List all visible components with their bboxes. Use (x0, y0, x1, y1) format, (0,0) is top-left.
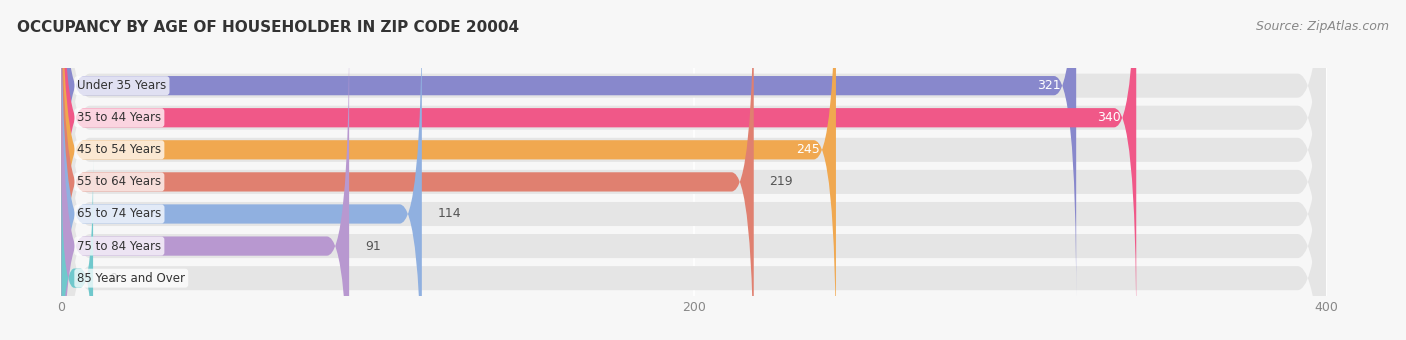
FancyBboxPatch shape (62, 0, 754, 340)
Text: 45 to 54 Years: 45 to 54 Years (77, 143, 162, 156)
FancyBboxPatch shape (62, 0, 1326, 340)
FancyBboxPatch shape (62, 0, 1326, 340)
Text: 35 to 44 Years: 35 to 44 Years (77, 111, 162, 124)
Text: 321: 321 (1036, 79, 1060, 92)
Text: 75 to 84 Years: 75 to 84 Years (77, 240, 162, 253)
Text: 85 Years and Over: 85 Years and Over (77, 272, 186, 285)
FancyBboxPatch shape (62, 0, 1136, 333)
Text: 55 to 64 Years: 55 to 64 Years (77, 175, 162, 188)
FancyBboxPatch shape (62, 31, 349, 340)
FancyBboxPatch shape (62, 0, 422, 340)
Text: 245: 245 (796, 143, 820, 156)
FancyBboxPatch shape (62, 0, 1326, 340)
Text: 340: 340 (1097, 111, 1121, 124)
Text: 114: 114 (437, 207, 461, 220)
Text: 0: 0 (108, 272, 117, 285)
FancyBboxPatch shape (62, 0, 1076, 301)
FancyBboxPatch shape (62, 1, 1326, 340)
Text: 65 to 74 Years: 65 to 74 Years (77, 207, 162, 220)
Text: Source: ZipAtlas.com: Source: ZipAtlas.com (1256, 20, 1389, 33)
Text: 219: 219 (769, 175, 793, 188)
Text: Under 35 Years: Under 35 Years (77, 79, 166, 92)
FancyBboxPatch shape (62, 0, 1326, 340)
FancyBboxPatch shape (62, 0, 1326, 340)
FancyBboxPatch shape (62, 159, 93, 340)
Text: 91: 91 (366, 240, 381, 253)
FancyBboxPatch shape (62, 0, 1326, 340)
Text: OCCUPANCY BY AGE OF HOUSEHOLDER IN ZIP CODE 20004: OCCUPANCY BY AGE OF HOUSEHOLDER IN ZIP C… (17, 20, 519, 35)
FancyBboxPatch shape (62, 0, 837, 340)
